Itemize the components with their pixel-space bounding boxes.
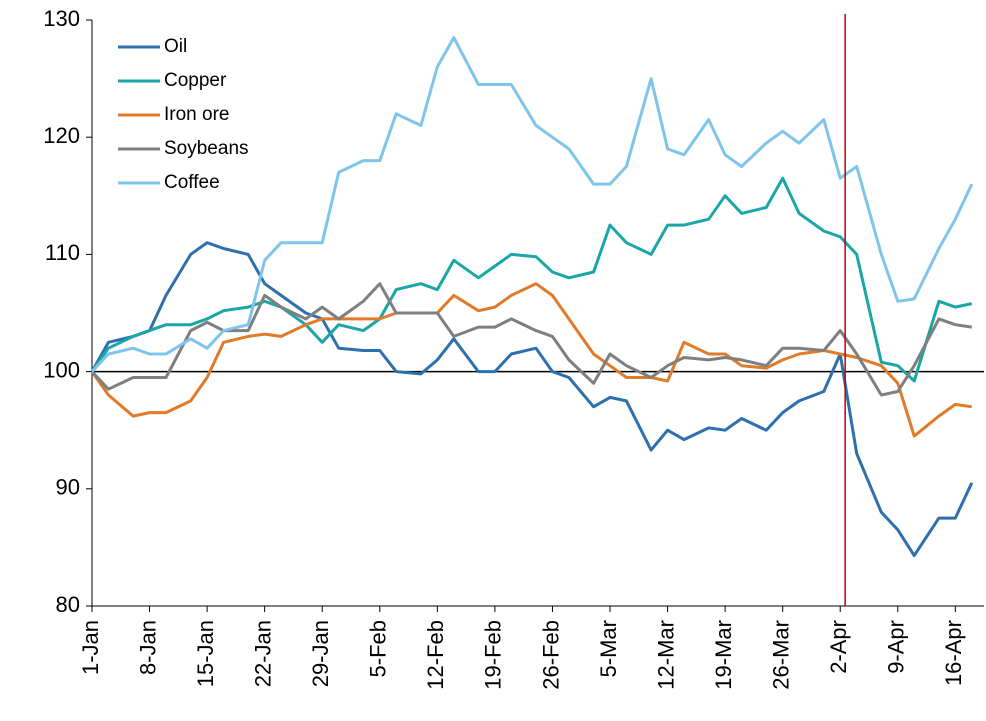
- legend-label: Soybeans: [164, 138, 249, 159]
- x-tick-label: 8-Jan: [135, 620, 160, 675]
- x-tick-label: 26-Mar: [768, 620, 793, 690]
- x-tick-label: 2-Apr: [826, 620, 851, 674]
- series-line: [90, 36, 974, 373]
- y-tick-label: 120: [43, 123, 80, 148]
- x-tick-label: 5-Feb: [366, 620, 391, 677]
- y-tick-label: 110: [45, 240, 80, 265]
- x-tick-label: 26-Feb: [538, 620, 563, 690]
- x-tick-label: 1-Jan: [78, 620, 103, 675]
- x-tick-label: 9-Apr: [884, 620, 909, 674]
- x-tick-label: 16-Apr: [941, 620, 966, 686]
- legend-label: Coffee: [164, 172, 220, 193]
- legend-label: Iron ore: [164, 104, 229, 125]
- x-tick-label: 15-Jan: [193, 620, 218, 687]
- y-tick-label: 100: [43, 357, 80, 382]
- x-tick-label: 19-Feb: [481, 620, 506, 690]
- y-tick-label: 90: [56, 475, 80, 500]
- x-tick-label: 12-Mar: [653, 620, 678, 690]
- series-line: [90, 241, 974, 558]
- x-tick-label: 12-Feb: [423, 620, 448, 690]
- legend-label: Oil: [164, 36, 187, 57]
- x-tick-label: 5-Mar: [596, 620, 621, 677]
- x-tick-label: 29-Jan: [308, 620, 333, 687]
- x-tick-label: 22-Jan: [250, 620, 275, 687]
- y-tick-label: 80: [56, 592, 80, 617]
- series-line: [90, 176, 973, 383]
- series-line: [90, 282, 973, 438]
- y-tick-label: 130: [43, 6, 80, 31]
- legend-label: Copper: [164, 70, 227, 91]
- x-tick-label: 19-Mar: [711, 620, 736, 690]
- series-line: [90, 282, 973, 397]
